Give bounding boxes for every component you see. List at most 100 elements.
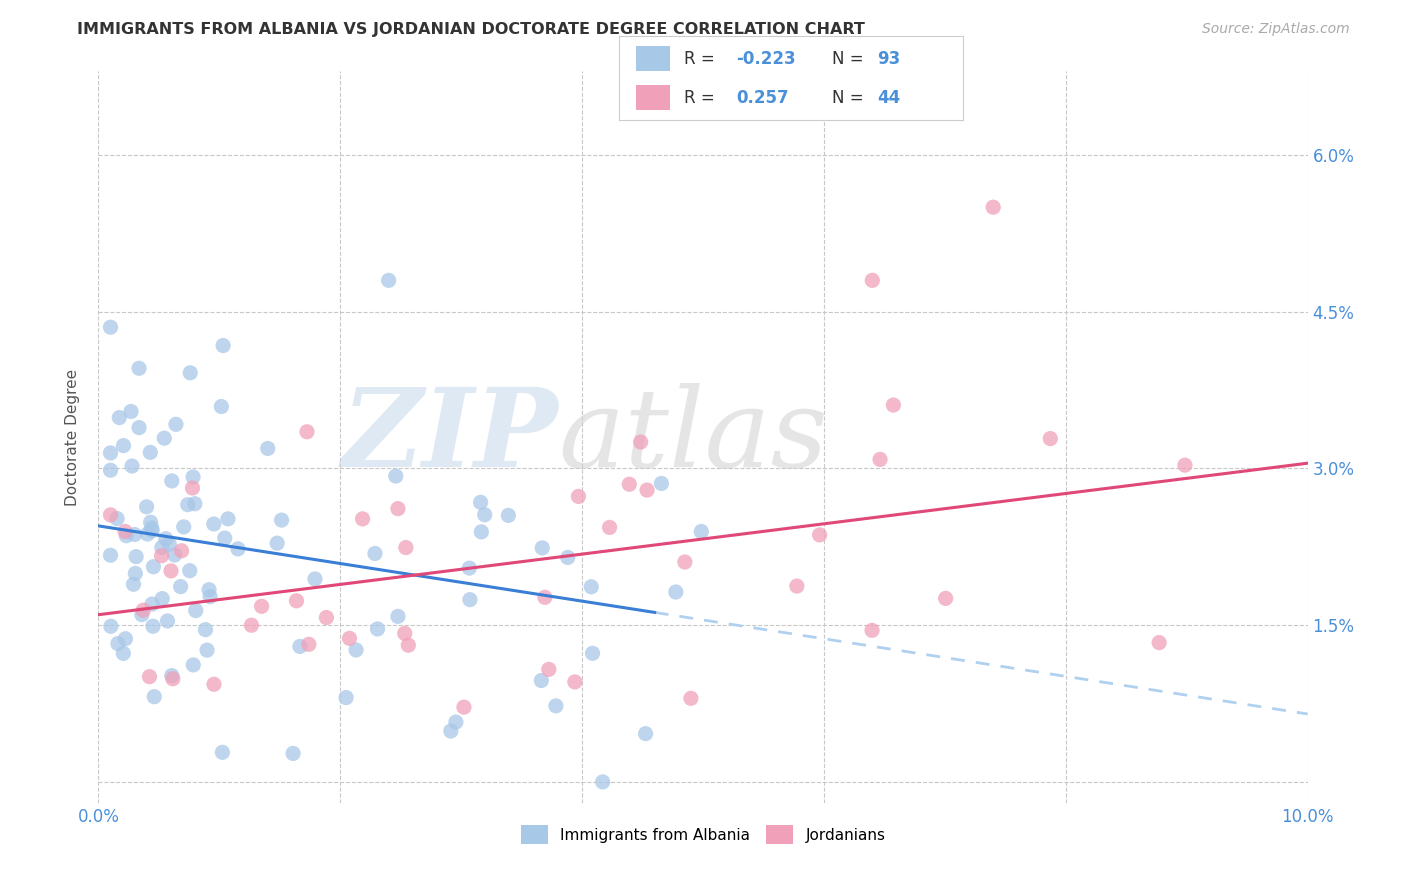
Point bbox=[636, 483, 658, 497]
Point bbox=[100, 463, 122, 477]
Point bbox=[160, 474, 183, 488]
Point bbox=[157, 537, 180, 551]
Point bbox=[165, 417, 187, 432]
Point bbox=[150, 549, 173, 563]
Point bbox=[304, 572, 326, 586]
Point bbox=[444, 715, 467, 730]
Text: 0.257: 0.257 bbox=[735, 88, 789, 106]
Point bbox=[634, 726, 657, 740]
Point bbox=[250, 599, 273, 614]
Point bbox=[139, 515, 162, 529]
Point bbox=[139, 445, 162, 459]
Text: R =: R = bbox=[685, 50, 714, 68]
Point bbox=[150, 591, 173, 606]
Point bbox=[394, 626, 416, 640]
Point bbox=[132, 603, 155, 617]
Point bbox=[288, 640, 311, 654]
Point bbox=[567, 490, 589, 504]
Point bbox=[162, 672, 184, 686]
Point bbox=[142, 619, 165, 633]
Point bbox=[860, 273, 883, 287]
Point bbox=[384, 469, 406, 483]
Point bbox=[169, 580, 191, 594]
Point bbox=[135, 500, 157, 514]
Point bbox=[395, 541, 418, 555]
Point bbox=[214, 531, 236, 545]
Point bbox=[141, 597, 163, 611]
Point bbox=[619, 477, 641, 491]
Legend: Immigrants from Albania, Jordanians: Immigrants from Albania, Jordanians bbox=[515, 819, 891, 850]
Point bbox=[100, 548, 122, 562]
Point bbox=[138, 670, 160, 684]
Point bbox=[100, 320, 122, 334]
Point bbox=[181, 657, 204, 672]
Point bbox=[470, 524, 492, 539]
Point bbox=[665, 585, 688, 599]
Point bbox=[352, 512, 374, 526]
Point bbox=[377, 273, 399, 287]
Point bbox=[935, 591, 957, 606]
Point bbox=[458, 561, 481, 575]
Point bbox=[211, 745, 233, 759]
Point bbox=[256, 442, 278, 456]
Point bbox=[100, 619, 122, 633]
Point bbox=[335, 690, 357, 705]
Point bbox=[163, 548, 186, 562]
Point bbox=[266, 536, 288, 550]
Point bbox=[198, 582, 221, 597]
Text: R =: R = bbox=[685, 88, 714, 106]
Point bbox=[120, 404, 142, 418]
Point bbox=[170, 543, 193, 558]
Point bbox=[143, 690, 166, 704]
Point bbox=[474, 508, 496, 522]
Point bbox=[240, 618, 263, 632]
Point bbox=[860, 624, 883, 638]
Point bbox=[128, 420, 150, 434]
Point bbox=[124, 566, 146, 581]
Y-axis label: Doctorate Degree: Doctorate Degree bbox=[65, 368, 80, 506]
Point bbox=[107, 637, 129, 651]
Point bbox=[498, 508, 520, 523]
Text: IMMIGRANTS FROM ALBANIA VS JORDANIAN DOCTORATE DEGREE CORRELATION CHART: IMMIGRANTS FROM ALBANIA VS JORDANIAN DOC… bbox=[77, 22, 865, 37]
Point bbox=[1039, 432, 1062, 446]
Point bbox=[124, 527, 146, 541]
Point bbox=[531, 541, 554, 555]
Point bbox=[281, 747, 304, 761]
Point bbox=[100, 508, 122, 522]
Point bbox=[105, 511, 128, 525]
Point bbox=[440, 724, 463, 739]
Point bbox=[387, 609, 409, 624]
Point bbox=[458, 592, 481, 607]
Point bbox=[121, 459, 143, 474]
Point bbox=[112, 646, 135, 660]
Point bbox=[115, 529, 138, 543]
Point bbox=[599, 520, 621, 534]
Point bbox=[112, 439, 135, 453]
Point bbox=[387, 501, 409, 516]
Point bbox=[100, 446, 122, 460]
Point bbox=[344, 643, 367, 657]
Point bbox=[179, 564, 201, 578]
Point bbox=[179, 366, 201, 380]
Point bbox=[537, 662, 560, 676]
Text: ZIP: ZIP bbox=[342, 384, 558, 491]
Text: -0.223: -0.223 bbox=[735, 50, 796, 68]
Point bbox=[650, 476, 672, 491]
Point bbox=[295, 425, 318, 439]
Point bbox=[177, 498, 200, 512]
Text: 93: 93 bbox=[877, 50, 900, 68]
Point bbox=[155, 532, 177, 546]
Point bbox=[202, 677, 225, 691]
Point bbox=[114, 524, 136, 539]
Point bbox=[108, 410, 131, 425]
Point bbox=[981, 200, 1004, 214]
Point bbox=[156, 614, 179, 628]
Point bbox=[1147, 635, 1170, 649]
Text: Source: ZipAtlas.com: Source: ZipAtlas.com bbox=[1202, 22, 1350, 37]
Point bbox=[181, 470, 204, 484]
Point bbox=[630, 435, 652, 450]
FancyBboxPatch shape bbox=[636, 85, 671, 111]
Point bbox=[315, 610, 337, 624]
Point bbox=[150, 541, 173, 555]
Point bbox=[298, 637, 321, 651]
